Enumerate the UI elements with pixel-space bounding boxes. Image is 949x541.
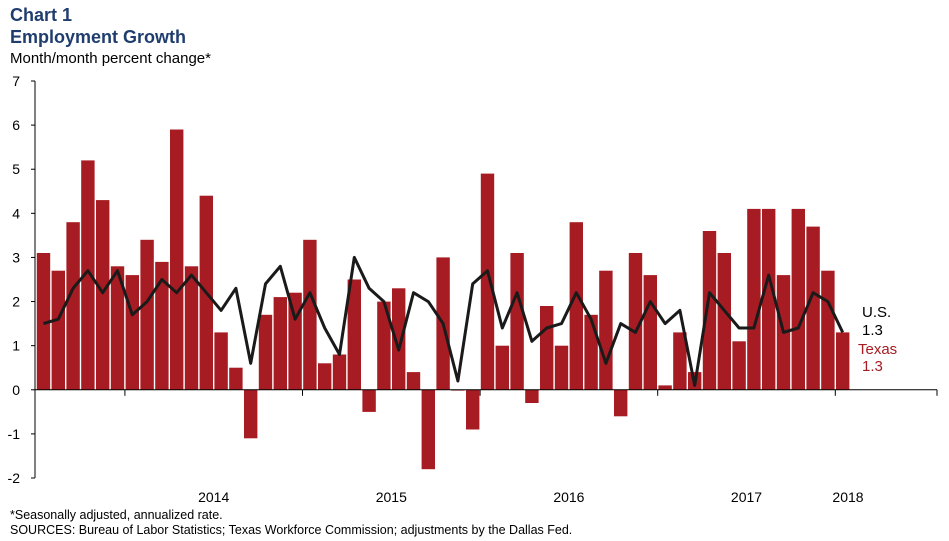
- texas-bar: [717, 253, 731, 390]
- y-tick-label: 1: [12, 338, 20, 354]
- texas-bar: [510, 253, 524, 390]
- y-tick-label: 6: [12, 117, 20, 133]
- texas-bar: [36, 253, 51, 390]
- y-tick-label: -2: [8, 470, 21, 486]
- texas-bar: [392, 288, 406, 390]
- texas-bar: [540, 306, 554, 390]
- texas-bar: [288, 292, 302, 390]
- texas-bar: [643, 275, 657, 390]
- texas-bar: [836, 332, 850, 390]
- us-end-label: U.S.: [862, 304, 891, 321]
- y-tick-label: 3: [12, 249, 20, 265]
- chart-title: Employment Growth: [10, 27, 187, 47]
- texas-bar: [466, 389, 480, 430]
- texas-bar: [110, 266, 125, 390]
- chart-number: Chart 1: [10, 5, 73, 25]
- texas-bar: [762, 208, 776, 390]
- texas-bar: [258, 314, 273, 390]
- texas-bar: [140, 239, 154, 390]
- sources-note: SOURCES: Bureau of Labor Statistics; Tex…: [10, 523, 573, 537]
- y-tick-label: 5: [12, 161, 20, 177]
- y-tick-label: -1: [8, 426, 21, 442]
- texas-bar: [155, 261, 169, 390]
- y-tick-label: 4: [12, 205, 20, 221]
- texas-bar: [421, 389, 435, 470]
- x-tick-label: 2018: [832, 489, 863, 505]
- texas-bar: [821, 270, 835, 390]
- x-tick-labels: 2014 2015 2016 2017 2018: [198, 489, 864, 505]
- texas-bar: [599, 270, 613, 390]
- texas-bar: [318, 363, 332, 390]
- texas-bar: [303, 239, 317, 390]
- texas-bar: [125, 275, 139, 390]
- texas-end-value: 1.3: [862, 358, 883, 375]
- texas-bar: [732, 341, 746, 390]
- x-tick-label: 2017: [731, 489, 762, 505]
- texas-bar: [406, 372, 421, 390]
- texas-bars: [36, 129, 850, 470]
- texas-bar: [614, 389, 628, 417]
- texas-bar: [377, 301, 391, 390]
- texas-bar: [554, 345, 569, 390]
- texas-bar: [362, 389, 376, 412]
- texas-bar: [747, 208, 761, 390]
- texas-bar: [332, 354, 347, 390]
- y-tick-label: 7: [12, 73, 20, 89]
- texas-bar: [229, 367, 243, 390]
- y-tick-label: 2: [12, 294, 20, 310]
- texas-bar: [791, 208, 805, 390]
- texas-bar: [702, 231, 717, 390]
- texas-bar: [673, 332, 687, 390]
- texas-bar: [170, 129, 184, 390]
- x-tick-label: 2016: [553, 489, 584, 505]
- texas-bar: [480, 173, 495, 390]
- texas-bar: [51, 270, 65, 390]
- texas-bar: [628, 253, 643, 390]
- texas-bar: [658, 385, 672, 390]
- us-end-value: 1.3: [862, 322, 883, 339]
- footnote: *Seasonally adjusted, annualized rate.: [10, 508, 223, 522]
- texas-bar: [81, 160, 95, 390]
- texas-bar: [495, 345, 509, 390]
- texas-bar: [584, 314, 598, 390]
- texas-bar: [96, 200, 110, 390]
- us-line: [43, 255, 845, 387]
- y-axis-label: Month/month percent change*: [10, 50, 211, 67]
- texas-bar: [569, 222, 583, 390]
- texas-bar: [244, 389, 258, 439]
- x-tick-label: 2014: [198, 489, 229, 505]
- texas-bar: [273, 297, 287, 390]
- x-tick-label: 2015: [376, 489, 407, 505]
- texas-bar: [525, 389, 539, 403]
- texas-bar: [214, 332, 228, 390]
- y-tick-labels: -2 -1 0 1 2 3 4 5 6 7: [8, 73, 21, 486]
- texas-bar: [806, 226, 820, 390]
- texas-bar: [184, 266, 199, 390]
- texas-bar: [347, 279, 361, 390]
- texas-end-label: Texas: [858, 341, 897, 358]
- axes: [31, 80, 938, 479]
- y-tick-label: 0: [12, 382, 20, 398]
- texas-bar: [66, 222, 80, 390]
